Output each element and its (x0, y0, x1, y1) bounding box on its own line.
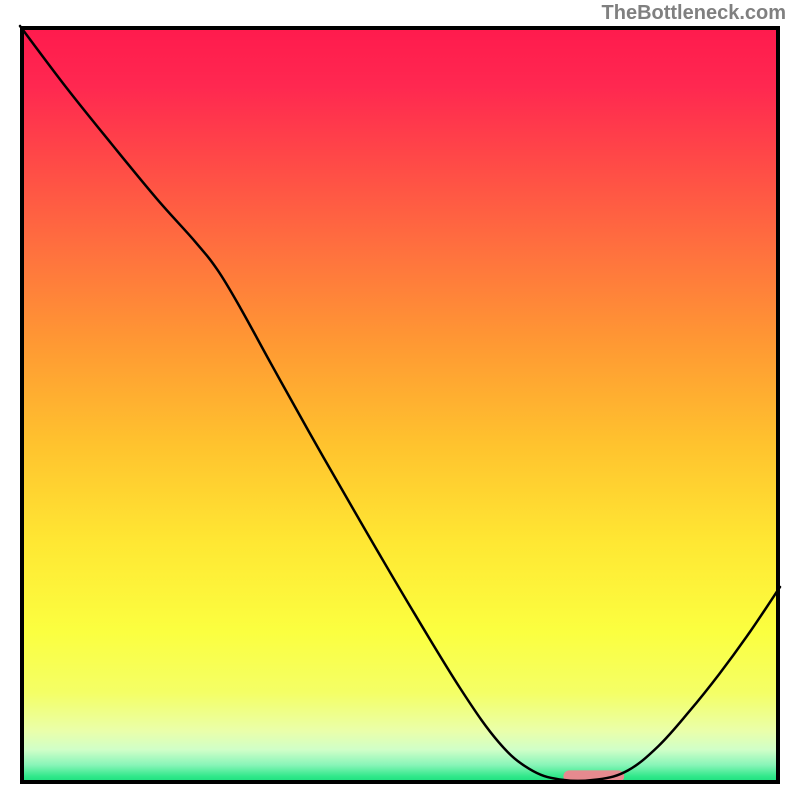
chart-svg (0, 0, 800, 800)
chart-container: TheBottleneck.com (0, 0, 800, 800)
watermark-text: TheBottleneck.com (602, 2, 786, 25)
plot-background (20, 26, 780, 784)
